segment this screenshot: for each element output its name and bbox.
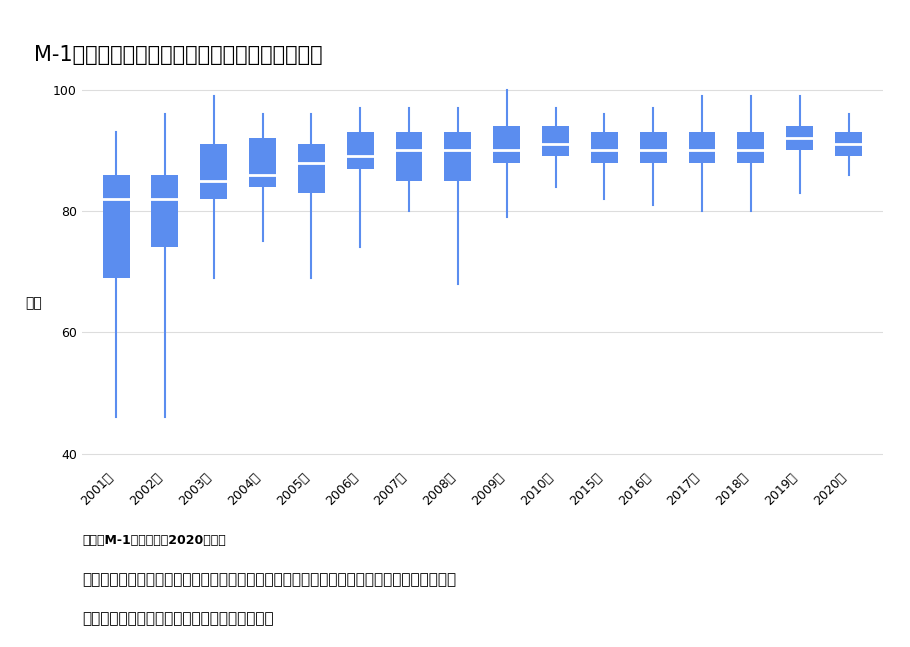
Bar <box>200 144 228 199</box>
Bar <box>151 175 178 247</box>
Bar <box>103 175 129 278</box>
Bar <box>493 126 521 162</box>
Bar <box>249 138 276 187</box>
Text: 位置し、外れ値などがないことがわかります。: 位置し、外れ値などがないことがわかります。 <box>82 611 274 626</box>
Bar <box>542 126 569 157</box>
Bar <box>786 126 814 151</box>
Bar <box>298 144 325 193</box>
Text: 得点: 得点 <box>25 296 42 310</box>
Bar <box>347 132 374 169</box>
Bar <box>737 132 764 162</box>
Bar <box>689 132 715 162</box>
Bar <box>444 132 471 181</box>
Bar <box>396 132 422 181</box>
Text: 出典：M-1グランプリ2020年大会: 出典：M-1グランプリ2020年大会 <box>82 534 226 547</box>
Text: M-1グランプリ得点分布（２００１～２０２０）: M-1グランプリ得点分布（２００１～２０２０） <box>34 45 322 65</box>
Bar <box>640 132 667 162</box>
Text: 今年度は過去の大会と比較し、最高点と最低点の差が最も小さく、また笥が線の中央辿りに: 今年度は過去の大会と比較し、最高点と最低点の差が最も小さく、また笥が線の中央辿り… <box>82 573 456 587</box>
Bar <box>591 132 618 162</box>
Bar <box>835 132 862 157</box>
